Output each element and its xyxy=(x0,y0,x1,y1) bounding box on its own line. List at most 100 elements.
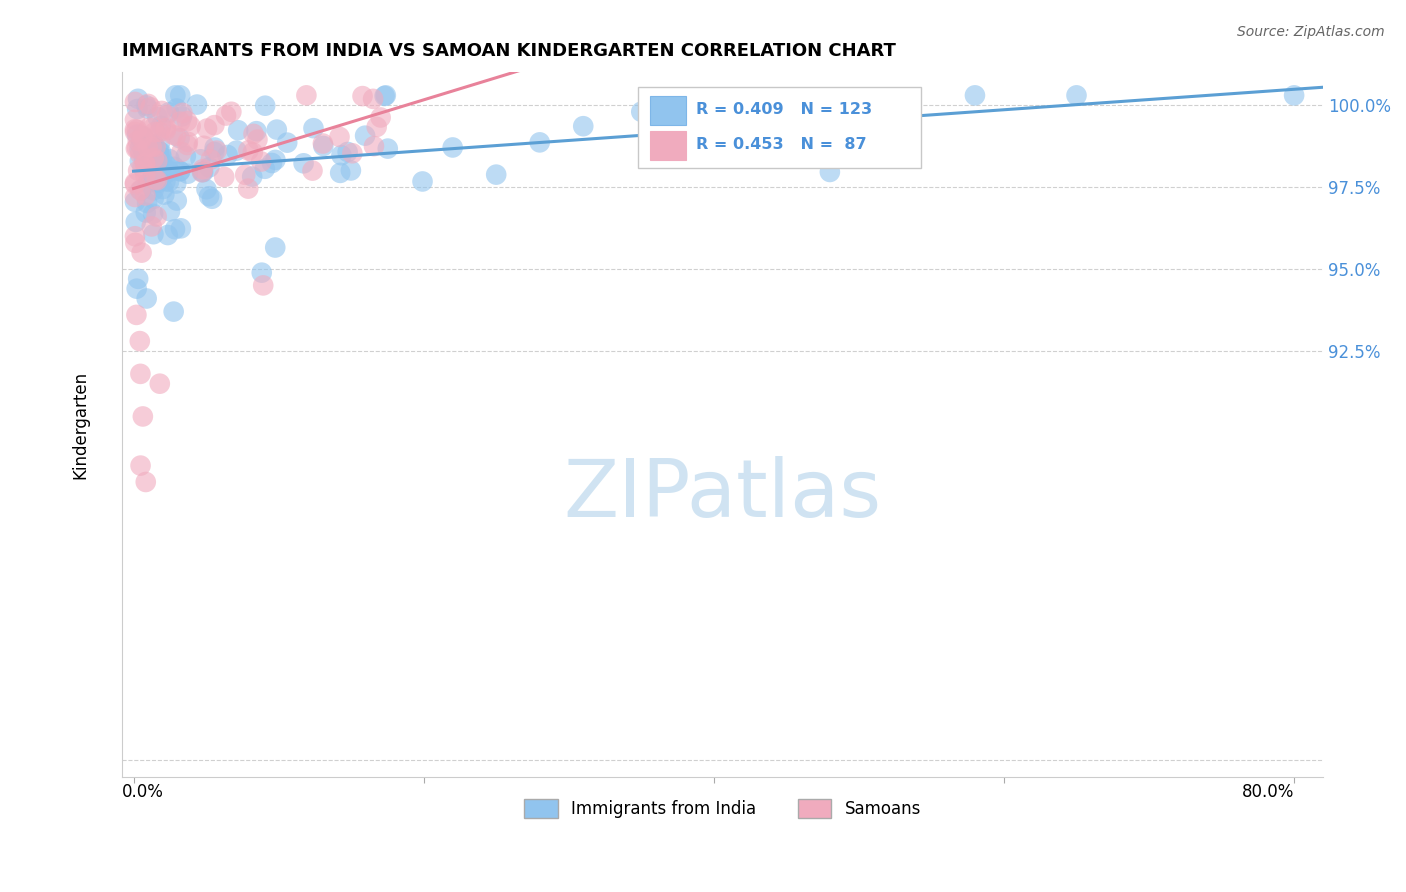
Point xyxy=(141,151,163,165)
Point xyxy=(129,367,152,381)
Point xyxy=(132,131,155,145)
Point xyxy=(124,194,146,209)
Point xyxy=(125,128,148,142)
Point xyxy=(572,119,595,133)
Point xyxy=(775,127,797,141)
Point xyxy=(132,152,155,166)
Point xyxy=(174,149,197,163)
FancyBboxPatch shape xyxy=(651,95,686,125)
Point xyxy=(142,192,165,206)
Point xyxy=(156,162,179,177)
Point xyxy=(142,183,165,197)
Point xyxy=(128,142,150,156)
FancyBboxPatch shape xyxy=(651,131,686,161)
Point xyxy=(163,222,186,236)
Point xyxy=(149,136,172,150)
Point xyxy=(226,123,249,137)
Point xyxy=(148,144,170,158)
Point xyxy=(163,304,186,318)
Point xyxy=(176,114,198,128)
Point xyxy=(202,145,225,159)
Point xyxy=(136,102,159,116)
Point xyxy=(124,190,146,204)
Point xyxy=(156,227,179,242)
Point xyxy=(246,132,269,146)
Point xyxy=(1066,88,1088,103)
Text: R = 0.409   N = 123: R = 0.409 N = 123 xyxy=(696,103,872,117)
Point xyxy=(252,278,274,293)
Point xyxy=(204,140,226,154)
Text: 0.0%: 0.0% xyxy=(122,783,163,801)
Point xyxy=(217,148,239,162)
Point xyxy=(145,172,167,186)
Point xyxy=(142,207,165,221)
Y-axis label: Kindergarten: Kindergarten xyxy=(72,370,89,479)
Point xyxy=(193,138,215,153)
Point xyxy=(134,156,156,170)
Point xyxy=(157,152,180,166)
Point xyxy=(342,146,364,161)
Point xyxy=(330,148,353,162)
Point xyxy=(155,174,177,188)
Point xyxy=(877,135,900,149)
Point xyxy=(129,147,152,161)
Point xyxy=(166,102,188,116)
Point xyxy=(129,183,152,197)
Point xyxy=(195,121,218,136)
Point xyxy=(135,205,157,219)
Point xyxy=(127,272,149,286)
Point xyxy=(302,121,325,136)
Point xyxy=(152,169,174,183)
Point xyxy=(142,120,165,135)
Point xyxy=(170,221,193,235)
Point xyxy=(142,138,165,153)
Point xyxy=(125,122,148,136)
Point xyxy=(191,162,214,177)
Point xyxy=(141,154,163,169)
Point xyxy=(301,163,323,178)
Point xyxy=(143,140,166,154)
Point xyxy=(142,151,165,165)
Point xyxy=(336,145,359,159)
Point xyxy=(125,282,148,296)
Point xyxy=(146,173,169,187)
Point xyxy=(124,235,146,250)
Point xyxy=(152,169,174,184)
Point xyxy=(166,194,188,208)
Point xyxy=(127,163,149,178)
Point xyxy=(134,158,156,172)
Point xyxy=(202,118,225,132)
Point xyxy=(366,120,388,134)
Point xyxy=(169,114,191,128)
Point xyxy=(264,153,287,167)
Point xyxy=(124,229,146,244)
Point xyxy=(352,89,374,103)
Point xyxy=(125,142,148,156)
Point xyxy=(441,140,464,154)
Point xyxy=(124,112,146,127)
Point xyxy=(146,153,169,168)
Point xyxy=(260,156,283,170)
Point xyxy=(124,176,146,190)
Point xyxy=(127,134,149,148)
Point xyxy=(149,125,172,139)
Point xyxy=(148,176,170,190)
Point xyxy=(141,219,163,234)
Point xyxy=(132,409,155,424)
Point xyxy=(135,98,157,112)
Point xyxy=(134,168,156,182)
Point xyxy=(630,104,652,119)
Point xyxy=(141,140,163,154)
Point xyxy=(153,187,176,202)
Point xyxy=(250,266,273,280)
Point xyxy=(145,210,167,224)
Point xyxy=(165,88,187,103)
Point xyxy=(128,154,150,169)
Point xyxy=(150,119,173,133)
Point xyxy=(157,175,180,189)
Point xyxy=(170,145,193,159)
Point xyxy=(135,292,157,306)
Point xyxy=(132,128,155,143)
Point xyxy=(132,129,155,144)
Point xyxy=(354,128,377,143)
